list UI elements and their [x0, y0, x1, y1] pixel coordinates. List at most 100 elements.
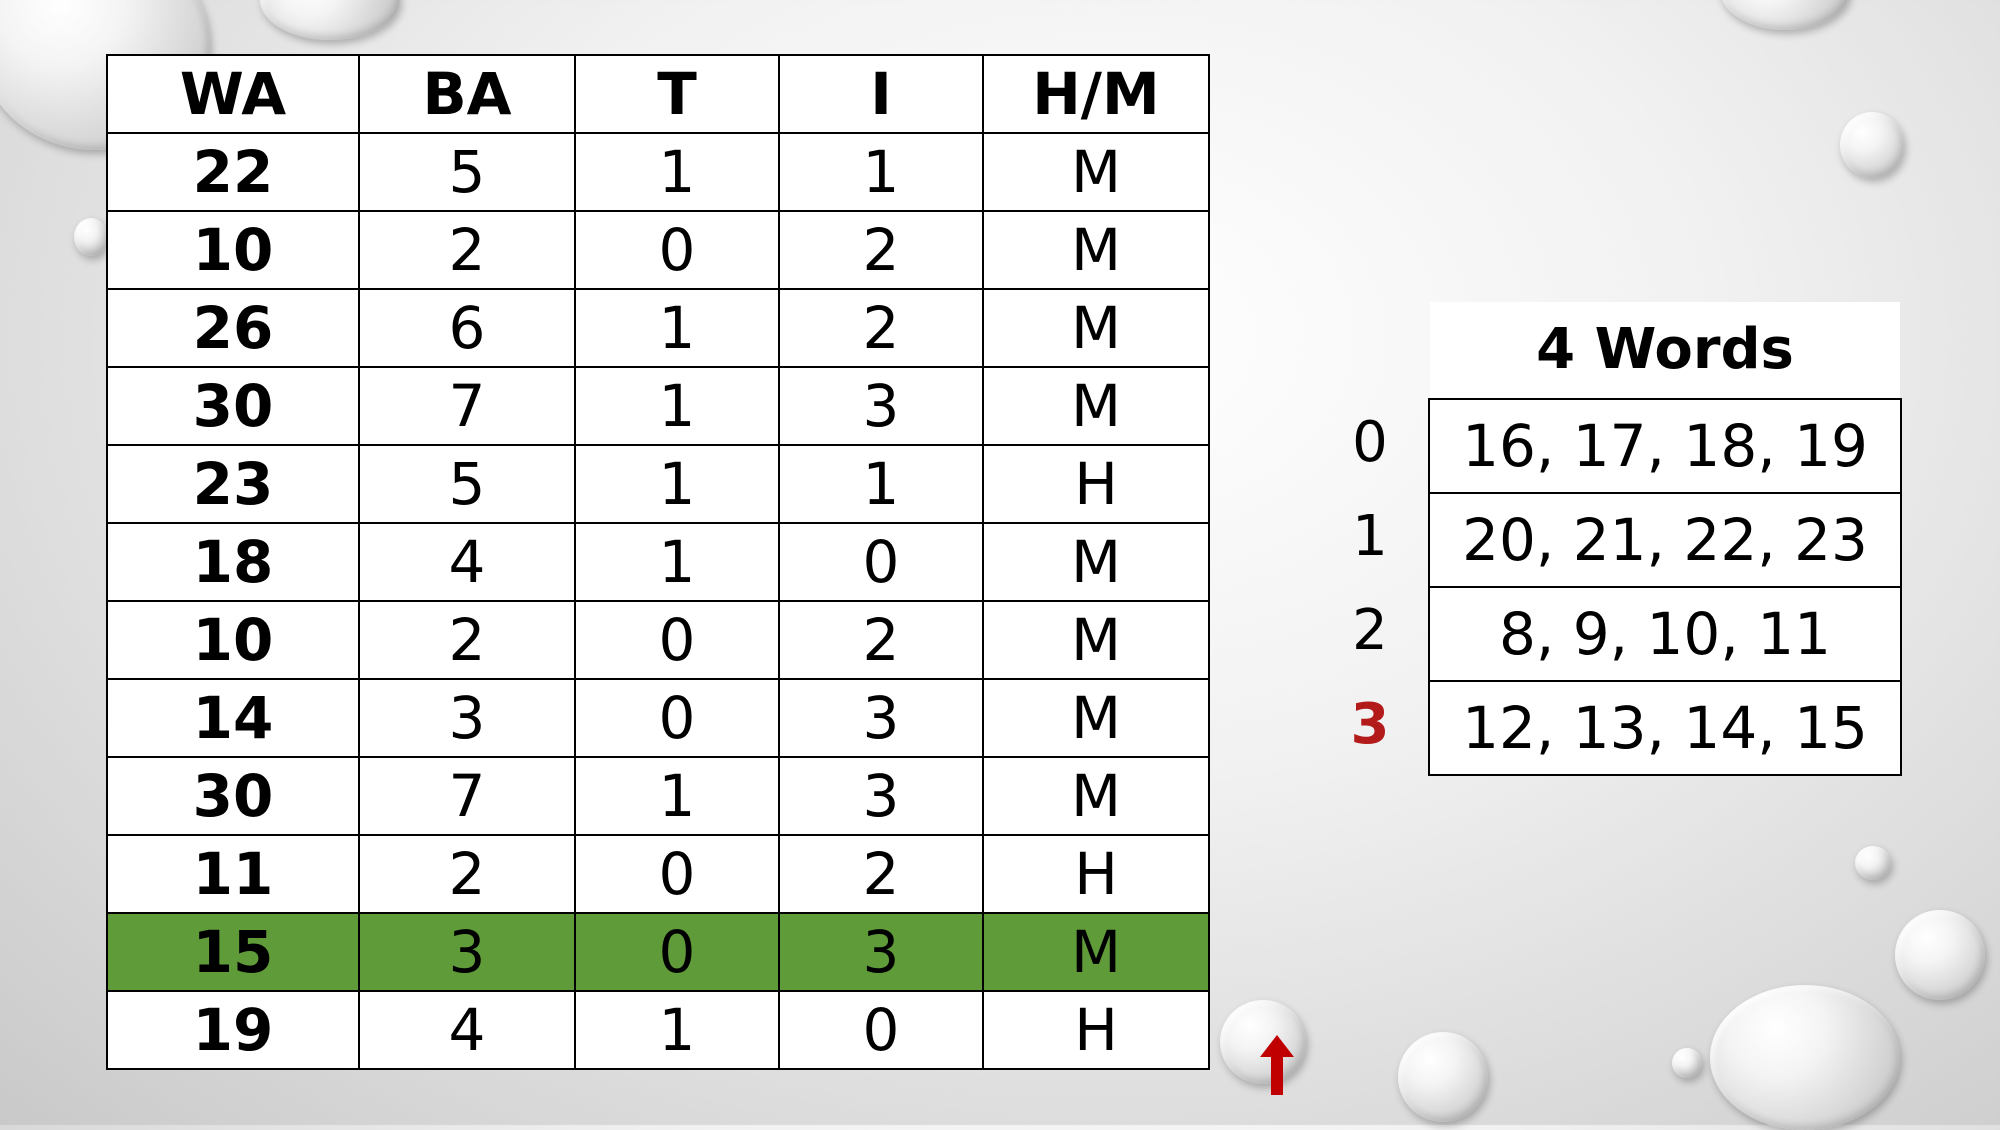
cell-t: 1	[574, 132, 780, 212]
row-index-label: 2	[1352, 598, 1388, 663]
up-arrow-icon	[1260, 1035, 1294, 1095]
cell-ba: 2	[358, 834, 576, 914]
table-row: 19 4 1 0 H	[106, 990, 1210, 1070]
cell-i: 2	[778, 600, 984, 680]
table-row: 14 3 0 3 M	[106, 678, 1210, 758]
cell-ba: 4	[358, 522, 576, 602]
table-row: 18 4 1 0 M	[106, 522, 1210, 602]
main-table: WA BA T I H/M 22 5 1 1 M 10 2 0 2 M 26 6 1 2 M 30 7 1 3 M 23…	[106, 54, 1210, 1070]
droplet	[74, 218, 108, 256]
cell-t: 0	[574, 834, 780, 914]
cell-i: 2	[778, 834, 984, 914]
table-row: 30 7 1 3 M	[106, 756, 1210, 836]
droplet	[1710, 985, 1900, 1130]
cell-hm: M	[982, 678, 1210, 758]
header-hm: H/M	[982, 54, 1210, 134]
cell-t: 0	[574, 678, 780, 758]
row-index-label: 3	[1350, 692, 1390, 757]
cell-t: 1	[574, 522, 780, 602]
cell-i: 3	[778, 366, 984, 446]
cell-hm: M	[982, 912, 1210, 992]
cell-i: 0	[778, 990, 984, 1070]
droplet	[1720, 0, 1850, 30]
cell-t: 0	[574, 912, 780, 992]
cell-wa: 14	[106, 678, 360, 758]
cell-i: 3	[778, 912, 984, 992]
cell-hm: H	[982, 834, 1210, 914]
cell-wa: 10	[106, 210, 360, 290]
droplet	[260, 0, 400, 40]
header-row: WA BA T I H/M	[106, 54, 1210, 134]
table-row: 15 3 0 3 M	[106, 912, 1210, 992]
cell-i: 1	[778, 444, 984, 524]
table-row: 10 2 0 2 M	[106, 210, 1210, 290]
cell-ba: 2	[358, 600, 576, 680]
cell-hm: H	[982, 444, 1210, 524]
cell-ba: 2	[358, 210, 576, 290]
cell-i: 3	[778, 678, 984, 758]
cell-hm: M	[982, 210, 1210, 290]
words-table: 16, 17, 18, 19 20, 21, 22, 23 8, 9, 10, 11…	[1428, 398, 1902, 776]
cell-hm: M	[982, 522, 1210, 602]
cell-wa: 30	[106, 366, 360, 446]
cell-ba: 5	[358, 444, 576, 524]
words-row: 20, 21, 22, 23	[1428, 492, 1902, 588]
row-index-label: 1	[1352, 504, 1388, 569]
cell-i: 2	[778, 288, 984, 368]
words-table-title: 4 Words	[1430, 302, 1900, 398]
cell-hm: M	[982, 600, 1210, 680]
cell-wa: 30	[106, 756, 360, 836]
cell-wa: 15	[106, 912, 360, 992]
droplet	[1398, 1032, 1488, 1122]
cell-i: 0	[778, 522, 984, 602]
cell-wa: 10	[106, 600, 360, 680]
words-row: 16, 17, 18, 19	[1428, 398, 1902, 494]
table-row: 23 5 1 1 H	[106, 444, 1210, 524]
cell-t: 1	[574, 756, 780, 836]
table-row: 10 2 0 2 M	[106, 600, 1210, 680]
cell-t: 1	[574, 990, 780, 1070]
words-row: 12, 13, 14, 15	[1428, 680, 1902, 776]
droplet	[1840, 112, 1904, 178]
cell-ba: 3	[358, 678, 576, 758]
cell-wa: 23	[106, 444, 360, 524]
cell-ba: 7	[358, 366, 576, 446]
cell-t: 1	[574, 288, 780, 368]
header-i: I	[778, 54, 984, 134]
cell-wa: 22	[106, 132, 360, 212]
droplet	[1895, 910, 1985, 1000]
droplet	[1672, 1048, 1702, 1078]
words-table-body: 16, 17, 18, 19 20, 21, 22, 23 8, 9, 10, 11…	[1428, 398, 1902, 776]
table-row: 11 2 0 2 H	[106, 834, 1210, 914]
cell-ba: 3	[358, 912, 576, 992]
cell-t: 0	[574, 600, 780, 680]
words-cell: 16, 17, 18, 19	[1428, 398, 1902, 494]
droplet	[1855, 846, 1891, 880]
cell-t: 0	[574, 210, 780, 290]
cell-hm: M	[982, 366, 1210, 446]
header-t: T	[574, 54, 780, 134]
table-row: 22 5 1 1 M	[106, 132, 1210, 212]
cell-ba: 7	[358, 756, 576, 836]
words-cell: 12, 13, 14, 15	[1428, 680, 1902, 776]
cell-wa: 19	[106, 990, 360, 1070]
table-row: 30 7 1 3 M	[106, 366, 1210, 446]
cell-i: 2	[778, 210, 984, 290]
table-row: 26 6 1 2 M	[106, 288, 1210, 368]
header-wa: WA	[106, 54, 360, 134]
cell-wa: 18	[106, 522, 360, 602]
cell-hm: M	[982, 288, 1210, 368]
words-cell: 20, 21, 22, 23	[1428, 492, 1902, 588]
cell-wa: 26	[106, 288, 360, 368]
words-row: 8, 9, 10, 11	[1428, 586, 1902, 682]
words-cell: 8, 9, 10, 11	[1428, 586, 1902, 682]
cell-i: 3	[778, 756, 984, 836]
cell-ba: 5	[358, 132, 576, 212]
cell-wa: 11	[106, 834, 360, 914]
cell-t: 1	[574, 444, 780, 524]
cell-hm: M	[982, 132, 1210, 212]
row-index-label: 0	[1352, 410, 1388, 475]
cell-ba: 4	[358, 990, 576, 1070]
cell-i: 1	[778, 132, 984, 212]
droplet	[1220, 1000, 1306, 1084]
